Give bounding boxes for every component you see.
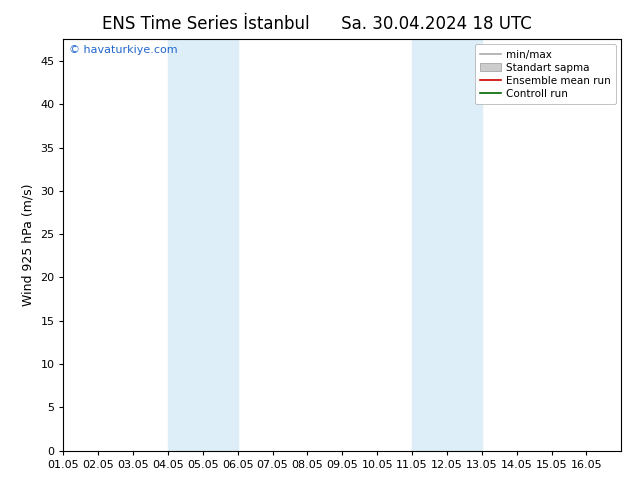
Bar <box>412 39 482 451</box>
Legend: min/max, Standart sapma, Ensemble mean run, Controll run: min/max, Standart sapma, Ensemble mean r… <box>475 45 616 104</box>
Bar <box>168 39 238 451</box>
Text: © havaturkiye.com: © havaturkiye.com <box>69 46 178 55</box>
Y-axis label: Wind 925 hPa (m/s): Wind 925 hPa (m/s) <box>22 184 35 306</box>
Text: ENS Time Series İstanbul      Sa. 30.04.2024 18 UTC: ENS Time Series İstanbul Sa. 30.04.2024 … <box>102 15 532 33</box>
